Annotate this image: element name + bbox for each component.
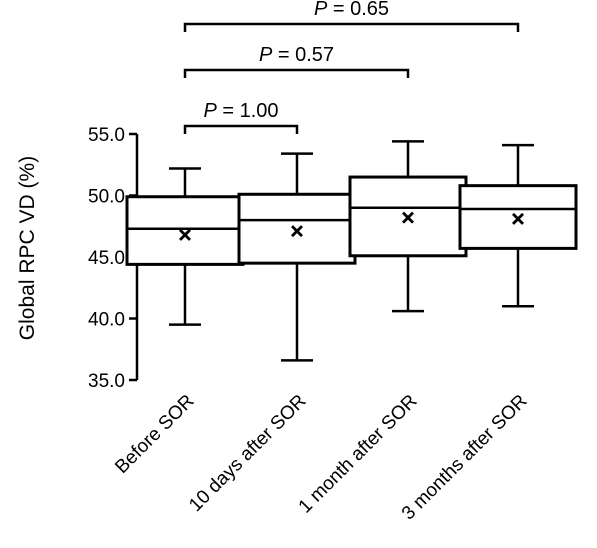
- mean-marker: [402, 211, 414, 224]
- box-2: [237, 152, 357, 362]
- y-tick-label: 35.0: [88, 371, 125, 392]
- bracket-line: [183, 68, 410, 78]
- y-tick-label: 45.0: [88, 248, 125, 269]
- y-tick-label: 55.0: [88, 125, 125, 146]
- p-symbol: P: [314, 0, 328, 20]
- comparison-bracket-3: P = 0.65: [183, 0, 520, 32]
- iqr-box: [237, 192, 357, 265]
- category-label: Before SOR: [111, 391, 198, 478]
- box-1: [125, 167, 245, 326]
- bracket-line: [183, 124, 299, 134]
- significance-brackets: P = 1.00P = 0.57P = 0.65: [183, 0, 520, 134]
- y-axis: 35.0 40.0 45.0 50.0 55.0: [88, 125, 139, 392]
- y-tick-label: 40.0: [88, 310, 125, 331]
- comparison-bracket-2: P = 0.57: [183, 44, 410, 78]
- p-symbol: P: [259, 44, 273, 66]
- p-value-label: P = 0.57: [259, 44, 334, 66]
- box-3: [348, 140, 468, 313]
- mean-marker: [512, 212, 524, 225]
- category-label: 3 months after SOR: [398, 391, 532, 525]
- p-value-label: P = 0.65: [314, 0, 389, 20]
- p-value-label: P = 1.00: [203, 100, 278, 122]
- iqr-box: [125, 195, 245, 266]
- p-value: = 1.00: [217, 100, 279, 122]
- comparison-bracket-1: P = 1.00: [183, 100, 299, 134]
- p-value: = 0.57: [272, 44, 334, 66]
- p-value: = 0.65: [327, 0, 389, 20]
- mean-marker: [291, 225, 303, 238]
- category-label: 10 days after SOR: [185, 391, 310, 516]
- y-axis-label: Global RPC VD (%): [16, 156, 39, 340]
- boxes: [125, 140, 578, 362]
- p-symbol: P: [203, 100, 217, 122]
- bracket-line: [183, 22, 520, 32]
- box-4: [458, 143, 578, 308]
- category-label: 1 month after SOR: [295, 391, 422, 518]
- y-tick-label: 50.0: [88, 187, 125, 208]
- mean-marker: [179, 228, 191, 241]
